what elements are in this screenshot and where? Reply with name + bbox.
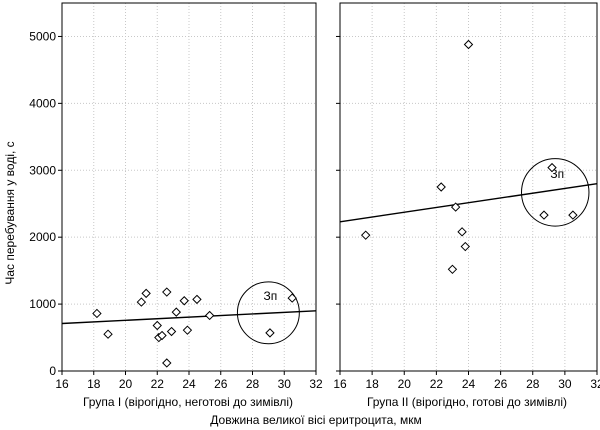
- panel-1-data-point: [287, 293, 297, 303]
- panel-1-x-tick-label: 28: [246, 377, 260, 391]
- panel-1-data-point: [92, 308, 102, 319]
- panel-2-annotation-circle: [521, 158, 590, 227]
- panel-2-data-point: [460, 241, 470, 252]
- panel-1-x-tick-label: 30: [278, 377, 292, 391]
- panel-1-x-tick-label: 24: [182, 377, 196, 391]
- panel-1-x-tick-label: 16: [55, 377, 69, 391]
- panel-1-x-tick-label: 20: [119, 377, 133, 391]
- panel-2-data-point: [450, 202, 461, 212]
- panel-1-data-point: [192, 294, 202, 305]
- panel-1-annotation-circle: [236, 281, 300, 345]
- panel-1-data-point: [103, 329, 113, 339]
- panel-2-x-tick-label: 24: [462, 377, 476, 391]
- panel-1-x-tick-label: 18: [87, 377, 101, 391]
- panel-2-data-point: [463, 39, 474, 50]
- panel-1-data-point: [162, 287, 172, 297]
- x-axis-title: Довжина великої вісі еритроцита, мкм: [210, 413, 421, 427]
- panel-2-data-point: [457, 227, 467, 237]
- y-tick-label: 3000: [29, 163, 56, 177]
- panel-1-trend-line: [61, 310, 317, 325]
- y-tick-label: 2000: [29, 230, 56, 244]
- panel-1-data-point: [182, 325, 193, 335]
- panel-2-x-tick-label: 20: [398, 377, 412, 391]
- panel-1-data-point: [157, 330, 167, 341]
- panel-2-data-point: [436, 182, 446, 192]
- y-tick-label: 0: [49, 364, 56, 378]
- panel-1-subtitle: Група I (вірогідно, неготові до зимівлі): [83, 395, 293, 409]
- panel-1-annotation-label: Зп: [264, 289, 278, 303]
- y-axis-title: Час перебування у воді, с: [3, 141, 17, 284]
- y-tick-label: 5000: [29, 29, 56, 43]
- panel-1-x-tick-label: 32: [309, 377, 323, 391]
- panel-1-data-point: [179, 296, 189, 306]
- panel-2-subtitle: Група II (вірогідно, готові до зимівлі): [367, 395, 567, 409]
- panel-2-data-point: [547, 162, 557, 173]
- panel-1-data-point: [141, 288, 151, 299]
- panel-1-data-point: [166, 326, 177, 337]
- panel-2-data-point: [360, 230, 371, 240]
- y-tick-label: 1000: [29, 297, 56, 311]
- panel-1-data-point: [152, 320, 162, 331]
- panel-2-x-tick-label: 32: [590, 377, 600, 391]
- panel-2-data-point: [568, 210, 578, 220]
- panel-1-data-point: [204, 310, 215, 321]
- panel-2-annotation-label: Зп: [550, 167, 564, 181]
- panel-1-data-point: [162, 358, 172, 368]
- panel-2-trend-line: [339, 182, 598, 223]
- panel-2-x-tick-label: 30: [558, 377, 572, 391]
- panel-1-data-point: [265, 328, 275, 338]
- panel-1-x-tick-label: 22: [151, 377, 165, 391]
- panel-2-data-point: [539, 210, 549, 220]
- panel-1-data-point: [171, 307, 182, 317]
- y-tick-label: 4000: [29, 96, 56, 110]
- panel-2-x-tick-label: 16: [333, 377, 347, 391]
- panel-2-data-point: [447, 264, 458, 275]
- panel-1-x-tick-label: 26: [214, 377, 228, 391]
- panel-2-x-tick-label: 26: [494, 377, 508, 391]
- panel-1-data-point: [136, 297, 147, 307]
- panel-2-x-tick-label: 22: [430, 377, 444, 391]
- panel-2-x-tick-label: 18: [365, 377, 379, 391]
- panel-2-x-tick-label: 28: [526, 377, 540, 391]
